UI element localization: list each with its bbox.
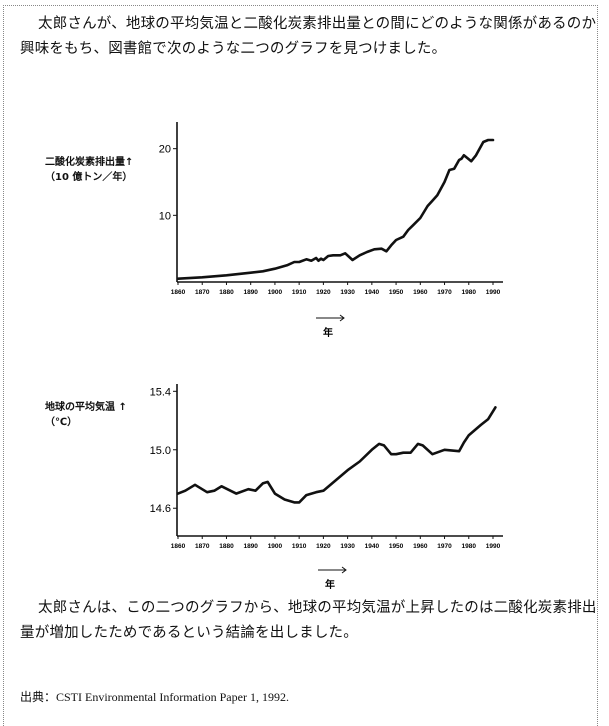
chart1-ylabel: 二酸化炭素排出量↑ （10 億トン／年） [45, 155, 133, 185]
chart1-x-label: 年 [323, 326, 333, 339]
chart2-x-tick-label: 1970 [437, 543, 452, 550]
intro-text: 太郎さんが、地球の平均気温と二酸化炭素排出量との間にどのような関係があるのか興味… [20, 16, 597, 57]
chart2-x-tick-label: 1910 [292, 543, 307, 550]
chart2-x-tick-label: 1880 [219, 543, 234, 550]
chart2-x-tick-label: 1870 [195, 543, 210, 550]
chart1-x-tick-label: 1860 [171, 289, 186, 296]
source-citation: 出典：CSTI Environmental Information Paper … [20, 690, 289, 704]
conclusion-paragraph: 太郎さんは、この二つのグラフから、地球の平均気温が上昇したのは二酸化炭素排出量が… [20, 596, 600, 646]
chart1-y-tick-label: 10 [159, 210, 171, 222]
chart2-ylabel: 地球の平均気温 ↑ （℃） [45, 400, 127, 430]
chart2-x-arrow-head [341, 566, 347, 574]
chart1-x-tick-label: 1990 [486, 289, 501, 296]
chart1-x-tick-label: 1960 [413, 289, 428, 296]
chart1-x-tick-label: 1950 [389, 289, 404, 296]
chart1-x-tick-label: 1920 [316, 289, 331, 296]
chart2-x-tick-label: 1960 [413, 543, 428, 550]
chart1-x-tick-label: 1930 [340, 289, 355, 296]
chart2-yunit: （℃） [45, 417, 78, 428]
chart2-ylabel-text: 地球の平均気温 ↑ [45, 402, 127, 413]
chart1-x-arrow-head [339, 314, 345, 322]
chart1-y-tick-label: 20 [159, 144, 171, 156]
chart2-x-tick-label: 1950 [389, 543, 404, 550]
chart2-x-tick-label: 1980 [462, 543, 477, 550]
chart2-x-label: 年 [325, 578, 335, 591]
chart1-x-tick-label: 1900 [268, 289, 283, 296]
chart2-x-tick-label: 1930 [340, 543, 355, 550]
chart1-x-tick-label: 1880 [219, 289, 234, 296]
chart2-x-tick-label: 1990 [486, 543, 501, 550]
chart2-series-line [176, 406, 497, 504]
chart1-ylabel-text: 二酸化炭素排出量↑ [45, 157, 134, 168]
page-frame [3, 5, 598, 726]
chart1-x-tick-label: 1980 [462, 289, 477, 296]
chart2-y-tick-label: 15.0 [150, 445, 171, 457]
chart1-x-tick-label: 1910 [292, 289, 307, 296]
chart1-series-line [176, 138, 495, 280]
chart2-y-tick-label: 14.6 [150, 503, 171, 515]
chart2-x-tick-label: 1860 [171, 543, 186, 550]
chart1-x-tick-label: 1940 [365, 289, 380, 296]
charts: 1860 1870 1880 1890 1900 1910 1920 1930 1940 1950… [150, 122, 503, 591]
intro-paragraph: 太郎さんが、地球の平均気温と二酸化炭素排出量との間にどのような関係があるのか興味… [20, 12, 600, 62]
chart1-x-tick-label: 1870 [195, 289, 210, 296]
chart2-x-tick-label: 1900 [268, 543, 283, 550]
chart2-x-tick-label: 1940 [365, 543, 380, 550]
chart2-y-tick-label: 15.4 [150, 386, 171, 398]
chart2-x-tick-label: 1920 [316, 543, 331, 550]
conclusion-text: 太郎さんは、この二つのグラフから、地球の平均気温が上昇したのは二酸化炭素排出量が… [20, 600, 597, 641]
chart1-x-tick-label: 1890 [243, 289, 258, 296]
chart2-x-tick-label: 1890 [243, 543, 258, 550]
chart1-x-tick-label: 1970 [437, 289, 452, 296]
chart1-yunit: （10 億トン／年） [45, 172, 133, 183]
